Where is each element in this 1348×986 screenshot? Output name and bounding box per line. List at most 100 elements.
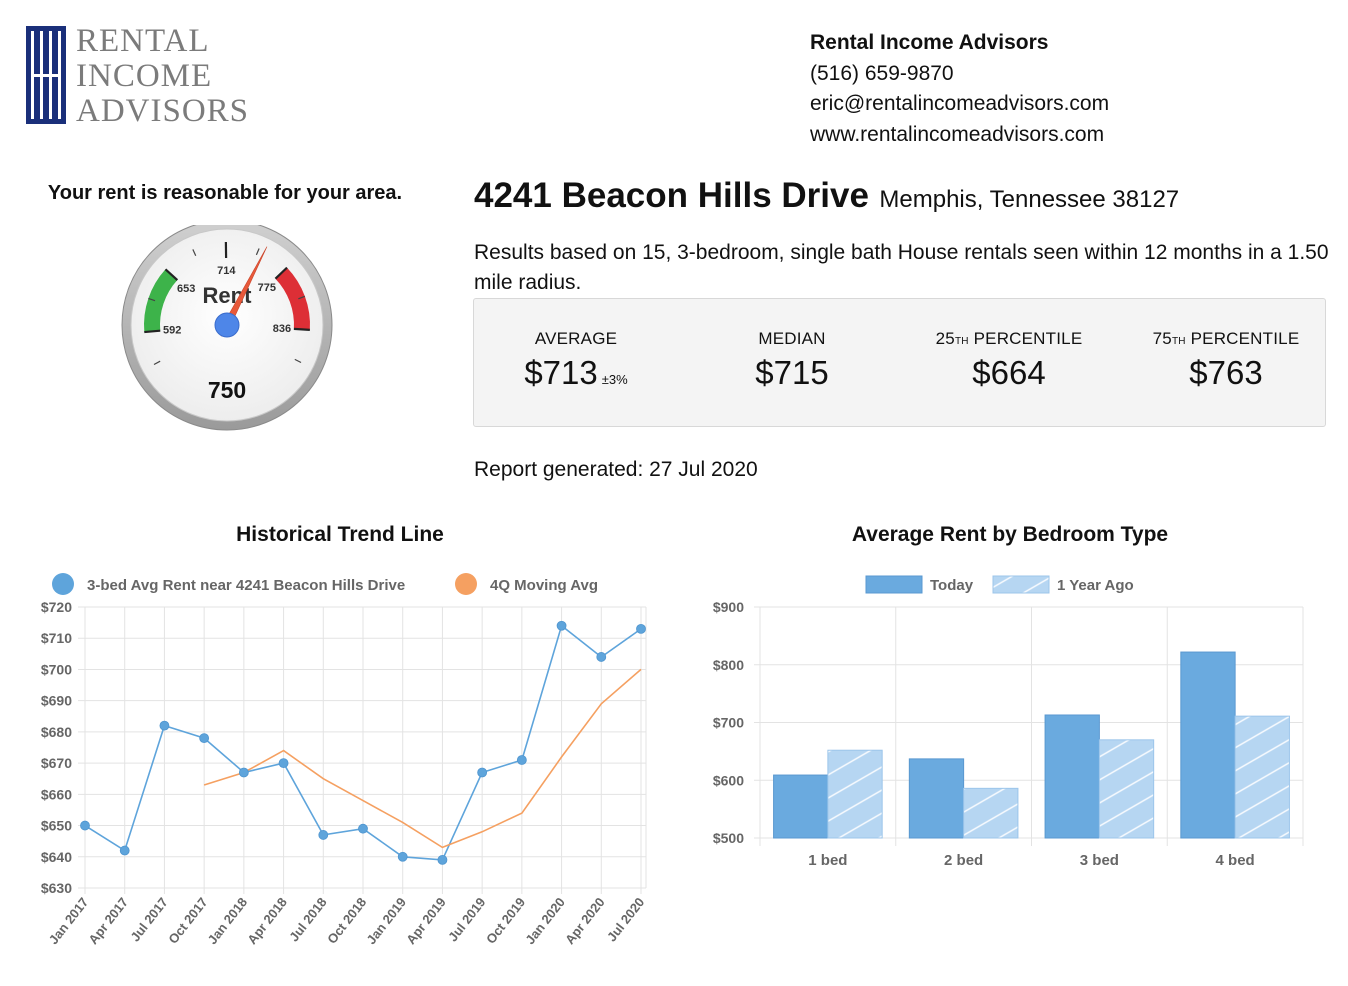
logo-mark-icon bbox=[26, 26, 66, 124]
bedroom-chart-title: Average Rent by Bedroom Type bbox=[851, 523, 1169, 546]
avg-rent-point[interactable] bbox=[437, 854, 448, 865]
median-value: $715 bbox=[755, 354, 829, 391]
stat-median: MEDIAN $715 bbox=[692, 329, 892, 392]
bar-year-ago[interactable] bbox=[1234, 715, 1290, 839]
property-address: 4241 Beacon Hills Drive Memphis, Tenness… bbox=[474, 176, 1179, 216]
gauge-hub bbox=[214, 312, 240, 338]
trend-x-tick-label: Jan 2020 bbox=[522, 895, 568, 948]
trend-y-tick-label: $630 bbox=[41, 880, 72, 896]
trend-y-tick-label: $690 bbox=[41, 693, 72, 709]
report-date: Report generated: 27 Jul 2020 bbox=[474, 458, 758, 481]
historical-trend-chart: 3-bed Avg Rent near 4241 Beacon Hills Dr… bbox=[41, 573, 648, 948]
logo-line-3: ADVISORS bbox=[76, 93, 250, 129]
avg-rent-point[interactable] bbox=[159, 720, 170, 731]
gauge-minor-tick bbox=[148, 297, 156, 302]
trend-x-tick-label: Apr 2019 bbox=[403, 895, 449, 948]
bedroom-y-axis-labels: $500 $600 $700 $800 $900 bbox=[713, 599, 744, 846]
bar-today[interactable] bbox=[773, 774, 829, 839]
trend-y-tick-label: $700 bbox=[41, 661, 72, 677]
bedroom-x-tick-label: 3 bed bbox=[1080, 852, 1119, 869]
gauge-tick-label: 592 bbox=[163, 325, 181, 337]
bedroom-y-tick-label: $800 bbox=[713, 657, 744, 673]
bedroom-rent-chart: Today 1 Year Ago $500 $600 $700 $800 $900 1 … bbox=[713, 575, 1304, 869]
avg-rent-point[interactable] bbox=[477, 767, 488, 778]
gauge-minor-tick bbox=[298, 295, 306, 300]
street-address: 4241 Beacon Hills Drive bbox=[474, 176, 869, 215]
legend-label-avg-rent: 3-bed Avg Rent near 4241 Beacon Hills Dr… bbox=[87, 577, 405, 594]
trend-y-tick-label: $680 bbox=[41, 724, 72, 740]
stat-value: $713 ±3% bbox=[476, 354, 676, 392]
city-state-zip: Memphis, Tennessee 38127 bbox=[879, 186, 1180, 213]
trend-x-tick-label: Jul 2019 bbox=[445, 895, 488, 945]
contact-block: Rental Income Advisors (516) 659-9870 er… bbox=[810, 28, 1109, 150]
trend-x-tick-label: Oct 2018 bbox=[324, 895, 369, 947]
bar-year-ago[interactable] bbox=[1098, 739, 1155, 839]
trend-y-tick-label: $650 bbox=[41, 818, 72, 834]
stat-label: 25TH PERCENTILE bbox=[935, 329, 1083, 348]
gauge-minor-tick bbox=[294, 358, 302, 364]
bedroom-x-tick-label: 1 bed bbox=[808, 852, 847, 869]
trend-legend: 3-bed Avg Rent near 4241 Beacon Hills Dr… bbox=[52, 573, 598, 595]
bedroom-y-tick-label: $500 bbox=[713, 830, 744, 846]
rent-gauge: 592 653 714 775 836 Rent 750 bbox=[121, 225, 333, 431]
gauge-minor-tick bbox=[192, 249, 197, 256]
bedroom-y-tick-label: $700 bbox=[713, 715, 744, 731]
results-summary: Results based on 15, 3-bedroom, single b… bbox=[474, 241, 1329, 294]
p75-value: $763 bbox=[1189, 354, 1263, 391]
trend-y-tick-label: $640 bbox=[41, 849, 72, 865]
avg-rent-point[interactable] bbox=[358, 823, 368, 834]
legend-swatch-year-ago bbox=[992, 575, 1050, 594]
gauge-tick-label: 836 bbox=[273, 323, 291, 335]
gauge-tick-label: 653 bbox=[177, 283, 195, 295]
logo-line-2: INCOME bbox=[76, 58, 213, 94]
avg-rent-point[interactable] bbox=[238, 767, 249, 778]
gauge-value: 750 bbox=[208, 377, 246, 403]
bar-today[interactable] bbox=[1180, 651, 1236, 839]
avg-rent-point[interactable] bbox=[596, 652, 607, 662]
bedroom-x-axis-labels: 1 bed 2 bed 3 bed 4 bed bbox=[808, 852, 1254, 869]
gauge-red-band bbox=[275, 267, 310, 330]
avg-rent-point[interactable] bbox=[119, 845, 130, 856]
bar-year-ago[interactable] bbox=[963, 787, 1019, 839]
trend-x-tick-label: Jan 2018 bbox=[205, 895, 251, 948]
avg-rent-point[interactable] bbox=[397, 851, 408, 862]
avg-rent-point[interactable] bbox=[80, 820, 90, 831]
bedroom-x-tick-label: 4 bed bbox=[1216, 852, 1255, 869]
gauge-major-tick bbox=[144, 329, 161, 334]
bar-year-ago[interactable] bbox=[827, 749, 883, 839]
gauge-major-tick bbox=[164, 268, 179, 281]
legend-label-year-ago: 1 Year Ago bbox=[1057, 577, 1134, 594]
stat-75th-percentile: 75TH PERCENTILE $763 bbox=[1126, 329, 1326, 392]
avg-rent-point[interactable] bbox=[199, 733, 210, 744]
trend-x-tick-label: Jul 2017 bbox=[127, 895, 170, 945]
gauge-tick-label: 775 bbox=[258, 282, 276, 294]
rent-stats-panel: AVERAGE $713 ±3% MEDIAN $715 25TH PERCENT… bbox=[473, 298, 1326, 427]
trend-y-tick-label: $660 bbox=[41, 786, 72, 802]
stat-25th-percentile: 25TH PERCENTILE $664 bbox=[909, 329, 1109, 392]
legend-label-moving-avg: 4Q Moving Avg bbox=[490, 577, 598, 594]
trend-x-tick-label: Jul 2018 bbox=[286, 895, 329, 945]
trend-x-tick-label: Jan 2019 bbox=[363, 895, 409, 948]
gauge-minor-ticks bbox=[148, 248, 306, 366]
trend-x-tick-label: Jul 2020 bbox=[604, 895, 647, 945]
avg-rent-point[interactable] bbox=[516, 755, 527, 765]
contact-email: eric@rentalincomeadvisors.com bbox=[810, 92, 1110, 115]
avg-rent-point[interactable] bbox=[636, 623, 646, 634]
avg-rent-point[interactable] bbox=[318, 830, 329, 840]
avg-rent-point[interactable] bbox=[556, 620, 567, 631]
stat-average: AVERAGE $713 ±3% bbox=[476, 329, 676, 392]
gauge-green-band bbox=[144, 269, 178, 333]
moving-avg-line bbox=[203, 668, 642, 849]
trend-x-tick-label: Oct 2017 bbox=[165, 895, 210, 947]
avg-rent-point[interactable] bbox=[278, 758, 289, 769]
trend-data-points bbox=[80, 620, 646, 865]
contact-website: www.rentalincomeadvisors.com bbox=[810, 122, 1105, 146]
bar-today[interactable] bbox=[1044, 714, 1100, 839]
p25-value: $664 bbox=[972, 354, 1046, 391]
bedroom-y-tick-label: $900 bbox=[713, 599, 744, 615]
bar-today[interactable] bbox=[908, 758, 965, 839]
company-logo: RENTAL INCOME ADVISORS bbox=[26, 24, 286, 130]
gauge-major-tick bbox=[293, 327, 310, 331]
legend-swatch-today bbox=[865, 575, 923, 594]
